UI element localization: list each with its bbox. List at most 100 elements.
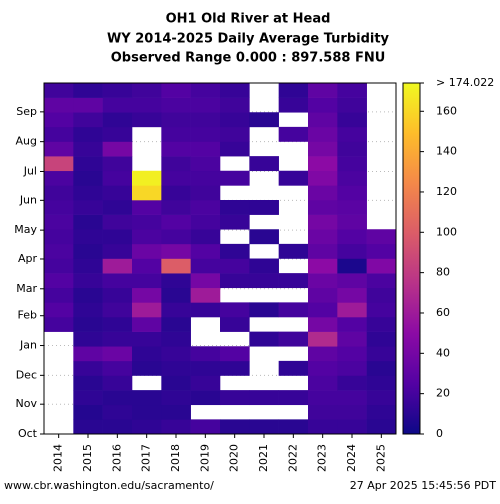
cell (161, 375, 191, 391)
cell (161, 419, 191, 435)
cell (44, 97, 74, 113)
colorbar-tick-label: 120 (436, 185, 457, 198)
cell (308, 200, 338, 215)
cell (132, 346, 162, 362)
x-tick-label: 2018 (169, 444, 182, 472)
cell (308, 346, 338, 362)
cell (308, 404, 338, 420)
cell (102, 404, 133, 420)
cell (220, 243, 250, 259)
footer: 27 Apr 2025 15:45:56 PDT (350, 479, 497, 492)
cell (102, 156, 133, 172)
cell (73, 83, 103, 98)
cell (102, 375, 133, 391)
cell (161, 97, 191, 113)
x-tick-label: 2020 (228, 444, 241, 472)
x-tick-label: 2025 (374, 444, 387, 472)
cell (102, 258, 133, 274)
y-tick-label: Feb (18, 309, 37, 322)
cell (308, 126, 338, 142)
cell (308, 185, 338, 201)
cell (102, 229, 133, 245)
cell (337, 214, 367, 230)
cell (161, 404, 191, 420)
x-tick-label: 2019 (198, 444, 211, 472)
cell (132, 302, 162, 318)
cell (366, 229, 397, 245)
cell (102, 185, 133, 201)
cell (220, 317, 250, 332)
colorbar (402, 82, 421, 435)
cell (44, 229, 74, 245)
cell (278, 97, 309, 113)
cell (102, 112, 133, 128)
cell (366, 375, 397, 391)
cell (161, 170, 191, 186)
cell (73, 317, 103, 332)
cell (308, 390, 338, 406)
colorbar-tick-label: 80 (436, 266, 450, 279)
cell (132, 112, 162, 128)
x-tick-label: 2015 (81, 444, 94, 472)
cell (308, 229, 338, 245)
cell (337, 404, 367, 420)
x-tick-label: 2021 (257, 444, 270, 472)
y-tick-label: Jul (23, 164, 37, 177)
cell (190, 390, 221, 406)
colorbar-tick-label: 100 (436, 225, 457, 238)
cell (161, 200, 191, 215)
cell (73, 346, 103, 362)
cell (220, 273, 250, 289)
cell (366, 360, 397, 376)
cell (366, 419, 397, 435)
cell (161, 156, 191, 172)
cell (161, 390, 191, 406)
cell (190, 83, 221, 98)
cell (73, 302, 103, 318)
cell (44, 185, 74, 201)
cell (44, 141, 74, 157)
cell (278, 126, 309, 142)
cell (102, 419, 133, 435)
cell (366, 331, 397, 347)
y-tick-label: Aug (16, 135, 37, 148)
cell (73, 170, 103, 186)
cell (132, 317, 162, 332)
cell (73, 141, 103, 157)
cell (308, 258, 338, 274)
cell (220, 170, 250, 186)
cell (44, 287, 74, 303)
cell (190, 200, 221, 215)
cell (132, 243, 162, 259)
cell (102, 360, 133, 376)
cell (190, 360, 221, 376)
cell (249, 258, 279, 274)
cell (161, 331, 191, 347)
cell (308, 112, 338, 128)
cell (102, 214, 133, 230)
cell (73, 112, 103, 128)
cell (190, 141, 221, 157)
title: WY 2014-2025 Daily Average Turbidity (107, 32, 390, 47)
cell (190, 156, 221, 172)
cell (190, 170, 221, 186)
cell (190, 112, 221, 128)
title: OH1 Old River at Head (166, 12, 331, 27)
cell (337, 170, 367, 186)
cell (73, 126, 103, 142)
cell (249, 390, 279, 406)
cell (44, 302, 74, 318)
cell (102, 170, 133, 186)
cell (73, 229, 103, 245)
y-tick-label: Jan (19, 339, 37, 352)
cell (161, 302, 191, 318)
cell (73, 375, 103, 391)
cell (73, 97, 103, 113)
colorbar-tick-label: 160 (436, 104, 457, 117)
cell (308, 302, 338, 318)
cell (308, 273, 338, 289)
cell (278, 331, 309, 347)
cell (102, 317, 133, 332)
cell (190, 258, 221, 274)
footer: www.cbr.washington.edu/sacramento/ (4, 479, 214, 492)
